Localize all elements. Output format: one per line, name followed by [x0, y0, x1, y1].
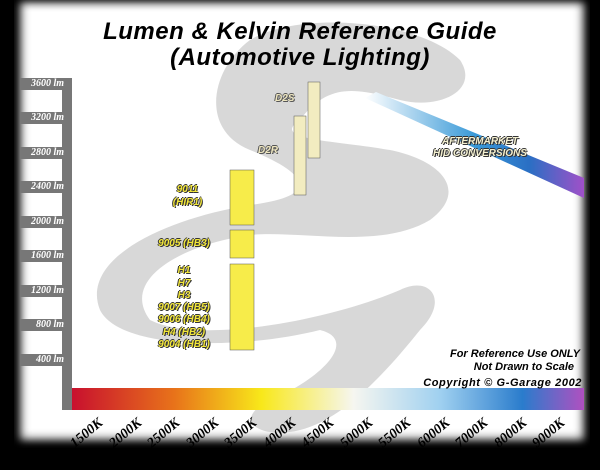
y-axis-line — [62, 78, 72, 410]
label-h4: H4 (HB2) — [162, 327, 206, 338]
y-tick: 2400 lm — [20, 181, 66, 193]
bar-h1-group — [229, 263, 255, 351]
y-tick: 2000 lm — [20, 216, 66, 228]
label-9005: 9005 (HB3) — [158, 238, 210, 249]
note-line1: For Reference Use ONLY — [449, 348, 580, 360]
label-9004: 9004 (HB1) — [158, 339, 210, 350]
label-9011: 9011 — [176, 184, 199, 195]
kelvin-spectrum-bar — [72, 388, 584, 410]
y-tick: 3600 lm — [20, 78, 66, 90]
label-h7: H7 — [177, 278, 191, 289]
label-9006: 9006 (HB4) — [158, 314, 210, 325]
copyright: Copyright © G-Garage 2002 — [423, 377, 582, 389]
y-tick: 3200 lm — [20, 112, 66, 124]
label-h1: H1 — [177, 265, 191, 276]
y-tick: 2800 lm — [20, 147, 66, 159]
y-tick: 800 lm — [20, 319, 66, 331]
g-logo-watermark — [96, 22, 466, 433]
title-line2: (Automotive Lighting) — [170, 44, 430, 71]
label-d2r: D2R — [258, 145, 279, 156]
label-h3: H3 — [177, 290, 191, 301]
label-d2s: D2S — [275, 93, 295, 104]
y-tick: 400 lm — [20, 354, 66, 366]
y-tick: 1600 lm — [20, 250, 66, 262]
aftermarket-band — [365, 92, 584, 198]
bar-d2s — [307, 81, 321, 159]
note-line2: Not Drawn to Scale — [473, 361, 574, 373]
label-9007: 9007 (HB5) — [158, 302, 210, 313]
bar-9005 — [229, 229, 255, 259]
y-tick: 1200 lm — [20, 285, 66, 297]
aftermarket-line1: AFTERMARKET — [441, 136, 519, 147]
title-line1: Lumen & Kelvin Reference Guide — [103, 18, 497, 45]
bar-d2r — [293, 115, 307, 196]
label-hir1: (HIR1) — [172, 197, 203, 208]
aftermarket-line2: HID CONVERSIONS — [433, 148, 527, 159]
bar-9011 — [229, 169, 255, 226]
